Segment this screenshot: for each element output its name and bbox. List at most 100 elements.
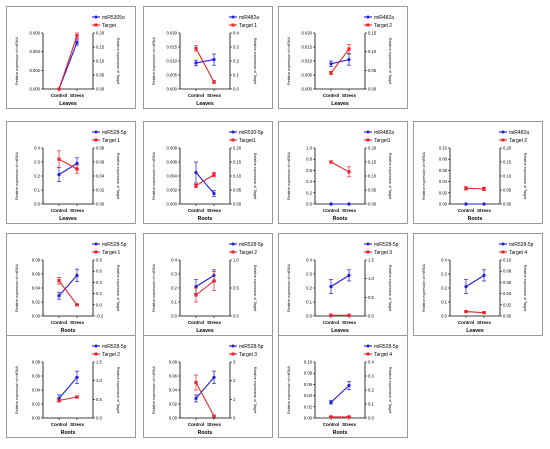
series-line	[195, 377, 215, 399]
data-point	[75, 303, 79, 307]
series-line	[465, 187, 485, 190]
chart-svg: 0.00 0.02 0.04 0.06 0.08 0.10 0.00 0.05 0.10 0.15…	[422, 130, 529, 222]
legend-label: miR528-5p	[102, 242, 127, 248]
data-point	[57, 294, 61, 298]
chart-panel: 0.000 0.005 0.010 0.015 0.020 0.00 0.05 0.10 0.1…	[278, 6, 408, 109]
legend-swatch-marker	[366, 352, 370, 356]
right-tick-label: 0.20	[503, 146, 512, 151]
left-axis-title: Relative expression of miRNA	[152, 152, 156, 200]
left-axis-title: Relative expression of miRNA	[15, 152, 19, 200]
legend-label: Target1	[239, 138, 256, 144]
x-tick-label: Control	[323, 422, 339, 427]
chart-svg: 0.00 0.02 0.04 0.06 0.08 0 1 2 3 Control Stress Roo…	[152, 344, 264, 436]
right-tick-label: 0.05	[233, 188, 242, 193]
right-tick-label: 0.0	[233, 314, 239, 319]
x-axis-label: Roots	[61, 430, 76, 436]
legend-swatch-marker	[94, 352, 98, 356]
right-tick-label: 0.5	[368, 295, 374, 300]
right-tick-label: 0.4	[96, 280, 102, 285]
legend-swatch-marker	[231, 15, 235, 19]
right-axis-title: Relative expression of Target	[253, 153, 257, 199]
right-tick-label: 0.10	[233, 174, 242, 179]
x-tick-label: Control	[458, 320, 474, 325]
right-axis-title: Relative expression of Target	[253, 265, 257, 311]
x-axis-label: Leaves	[466, 328, 484, 334]
data-point	[194, 184, 198, 188]
x-tick-label: Stress	[70, 320, 84, 325]
data-point	[75, 40, 79, 45]
data-point	[347, 58, 351, 62]
data-point	[75, 34, 79, 38]
left-tick-label: 0.1	[441, 300, 447, 305]
left-tick-label: 0.00	[32, 416, 41, 421]
left-tick-label: 0.06	[169, 374, 178, 379]
legend-swatch-marker	[94, 130, 98, 134]
data-point	[347, 170, 351, 174]
x-tick-label: Stress	[207, 93, 221, 98]
right-tick-label: 0.0	[96, 302, 102, 307]
right-tick-label: 0.05	[368, 68, 377, 73]
legend-label: miR5305o	[102, 15, 125, 21]
left-tick-label: 0.004	[30, 49, 41, 54]
x-tick-label: Control	[188, 320, 204, 325]
x-tick-label: Control	[188, 422, 204, 427]
legend-swatch-marker	[94, 344, 98, 348]
legend-swatch-marker	[94, 23, 98, 27]
data-point	[212, 58, 216, 62]
right-tick-label: 1.5	[368, 258, 374, 263]
chart-svg: 0.00 0.02 0.04 0.06 0.08 0.10 0.0 0.1 0.2 0.3 0.4 C…	[287, 344, 399, 436]
left-tick-label: 0.08	[304, 371, 313, 376]
right-axis-title: Relative expression of Target	[116, 153, 120, 199]
left-tick-label: 0.08	[32, 360, 41, 365]
left-tick-label: 0.2	[171, 286, 177, 291]
x-tick-label: Control	[188, 208, 204, 213]
left-tick-label: 0.0	[306, 202, 312, 207]
series-line	[195, 280, 215, 296]
data-point	[347, 202, 351, 206]
series-line	[58, 275, 78, 297]
legend-swatch-marker	[366, 344, 370, 348]
chart-svg: 0.000 0.002 0.004 0.006 0.00 0.05 0.10 0.15 0.20…	[15, 15, 125, 107]
left-tick-label: 0.04	[32, 388, 41, 393]
left-tick-label: 0.06	[32, 272, 41, 277]
x-tick-label: Stress	[70, 93, 84, 98]
legend-swatch-marker	[94, 242, 98, 246]
x-tick-label: Control	[323, 320, 339, 325]
legend-label: miR482a	[239, 15, 259, 21]
x-tick-label: Stress	[207, 320, 221, 325]
series-line	[58, 158, 78, 170]
right-tick-label: 0.00	[368, 202, 377, 207]
series-line	[330, 385, 350, 403]
legend-swatch-marker	[501, 130, 505, 134]
right-tick-label: 0.0	[96, 416, 102, 421]
legend-label: miR528-5p	[239, 344, 264, 350]
right-tick-label: 0.02	[96, 188, 105, 193]
legend-label: miR528-5p	[239, 242, 264, 248]
series-line	[330, 48, 350, 74]
series-line	[195, 174, 215, 187]
right-tick-label: 0.10	[503, 174, 512, 179]
series-line	[330, 161, 350, 173]
x-axis-label: Roots	[198, 430, 213, 436]
left-tick-label: 1.0	[306, 146, 312, 151]
left-tick-label: 0.4	[34, 146, 40, 151]
left-tick-label: 0.06	[439, 168, 448, 173]
left-tick-label: 0.06	[32, 374, 41, 379]
legend-swatch-marker	[231, 138, 235, 142]
x-tick-label: Control	[51, 208, 67, 213]
left-tick-label: 0.1	[34, 188, 40, 193]
data-point	[57, 157, 61, 161]
left-axis-title: Relative expression of miRNA	[152, 366, 156, 414]
right-tick-label: 0.10	[503, 258, 512, 263]
x-tick-label: Stress	[342, 422, 356, 427]
chart-panel: 0.00 0.02 0.04 0.06 0.08 0.10 0.00 0.05 0.10 0.15…	[413, 121, 543, 224]
right-tick-label: 0.6	[96, 269, 102, 274]
left-tick-label: 0.04	[169, 388, 178, 393]
legend-swatch-marker	[94, 15, 98, 19]
chart-svg: 0.0 0.1 0.2 0.3 0.4 0.00 0.02 0.04 0.06 0.08 0.10 C…	[422, 242, 534, 334]
right-tick-label: 0.8	[96, 258, 102, 263]
data-point	[57, 87, 61, 91]
x-tick-label: Stress	[342, 320, 356, 325]
left-tick-label: 0.000	[167, 202, 178, 207]
x-tick-label: Control	[323, 93, 339, 98]
